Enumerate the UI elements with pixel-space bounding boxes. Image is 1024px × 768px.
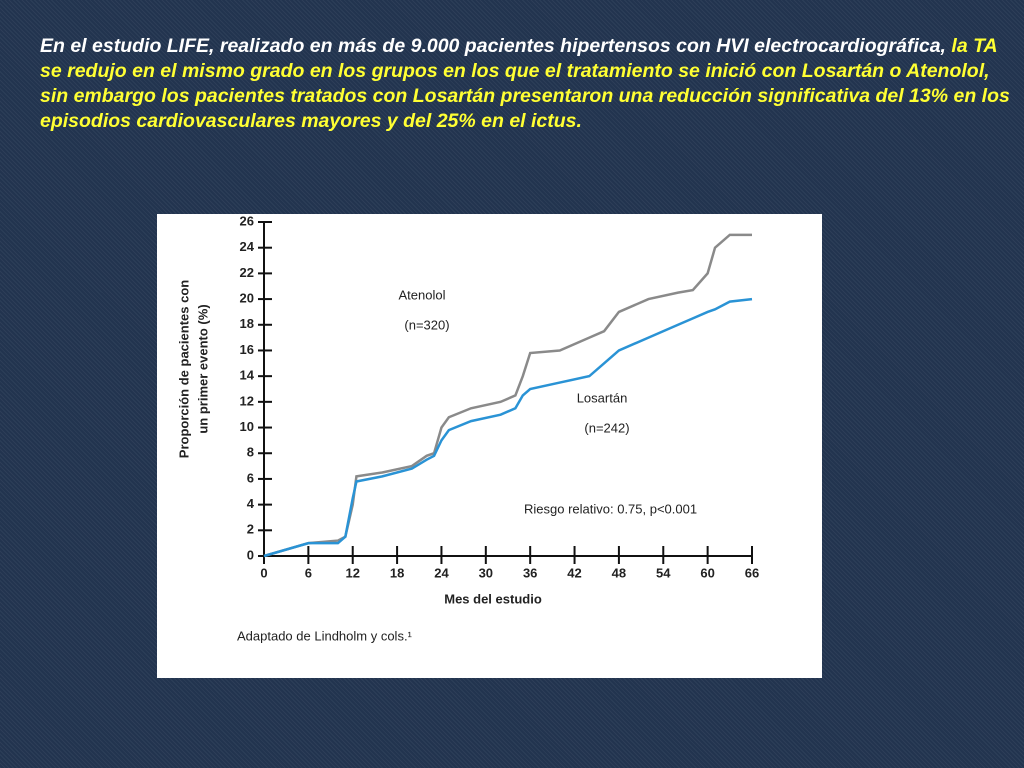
y-tick-label: 24 <box>240 239 255 254</box>
x-tick-label: 36 <box>523 565 537 580</box>
y-tick-label: 16 <box>240 342 254 357</box>
y-tick-label: 20 <box>240 291 254 306</box>
x-tick-label: 6 <box>305 565 312 580</box>
series-line <box>263 297 753 558</box>
series-n: (n=242) <box>584 420 629 435</box>
annotation: Adaptado de Lindholm y cols.¹ <box>237 628 413 643</box>
y-tick-label: 4 <box>247 496 255 511</box>
x-tick-label: 60 <box>700 565 714 580</box>
chart-background <box>157 214 822 678</box>
y-axis-label: Proporción de pacientes con <box>176 280 191 458</box>
y-tick-label: 18 <box>240 316 254 331</box>
y-tick-label: 12 <box>240 393 254 408</box>
text-yellow: la TA se redujo en el mismo grado en los… <box>40 35 1010 132</box>
x-tick-label: 42 <box>567 565 581 580</box>
x-tick-label: 12 <box>345 565 359 580</box>
y-tick-label: 14 <box>240 368 255 383</box>
y-axis-label: un primer evento (%) <box>195 304 210 433</box>
x-tick-label: 54 <box>656 565 671 580</box>
y-tick-label: 22 <box>240 265 254 280</box>
x-tick-label: 24 <box>434 565 449 580</box>
annotation: Riesgo relativo: 0.75, p<0.001 <box>524 501 697 516</box>
y-tick-label: 8 <box>247 445 254 460</box>
y-tick-label: 0 <box>247 547 254 562</box>
y-tick-label: 26 <box>240 214 254 228</box>
series-n: (n=320) <box>404 317 449 332</box>
x-tick-label: 0 <box>260 565 267 580</box>
text-white: En el estudio LIFE, realizado en más de … <box>40 35 946 57</box>
x-axis-label: Mes del estudio <box>444 591 542 606</box>
series-label: Atenolol <box>399 287 446 302</box>
x-tick-label: 48 <box>612 565 626 580</box>
y-tick-label: 2 <box>247 522 254 537</box>
x-tick-label: 18 <box>390 565 404 580</box>
x-tick-label: 30 <box>479 565 493 580</box>
x-tick-label: 66 <box>745 565 759 580</box>
slide-text: En el estudio LIFE, realizado en más de … <box>40 34 1015 134</box>
y-tick-label: 6 <box>247 470 254 485</box>
series-label: Losartán <box>577 390 628 405</box>
y-tick-label: 10 <box>240 419 254 434</box>
